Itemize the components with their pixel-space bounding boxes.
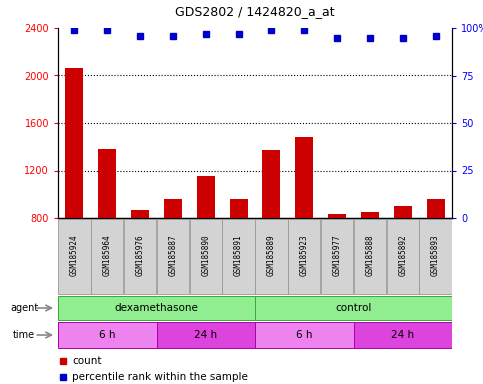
Text: GSM185924: GSM185924 [70,234,79,276]
Bar [295,137,313,218]
Text: 6 h: 6 h [99,330,115,340]
Bar [328,214,346,218]
Text: GSM185893: GSM185893 [431,234,440,276]
Text: GDS2802 / 1424820_a_at: GDS2802 / 1424820_a_at [175,5,335,18]
Text: GSM185888: GSM185888 [366,234,374,276]
Text: GSM185889: GSM185889 [267,234,276,276]
Bar [58,322,156,348]
Bar [91,219,123,294]
Text: agent: agent [10,303,38,313]
Bar [65,68,84,218]
Text: GSM185890: GSM185890 [201,234,210,276]
Bar [229,199,248,218]
Bar [157,219,189,294]
Bar [262,150,281,218]
Bar [426,199,445,218]
Bar [354,322,452,348]
Text: GSM185891: GSM185891 [234,234,243,276]
Bar [164,199,182,218]
Bar [255,296,452,320]
Bar [420,219,452,294]
Text: 24 h: 24 h [194,330,217,340]
Bar [256,219,287,294]
Bar [197,176,215,218]
Text: GSM185923: GSM185923 [300,234,309,276]
Bar [131,210,149,218]
Bar [58,296,255,320]
Bar [58,219,90,294]
Text: 24 h: 24 h [391,330,414,340]
Bar [361,212,379,218]
Text: GSM185892: GSM185892 [398,234,407,276]
Text: GSM185964: GSM185964 [103,234,112,276]
Bar [124,219,156,294]
Bar [387,219,419,294]
Text: percentile rank within the sample: percentile rank within the sample [72,372,248,382]
Bar [223,219,255,294]
Bar [190,219,222,294]
Bar [321,219,353,294]
Bar [394,206,412,218]
Text: GSM185977: GSM185977 [333,234,341,276]
Bar [255,322,354,348]
Bar [354,219,386,294]
Text: GSM185976: GSM185976 [136,234,144,276]
Bar [288,219,320,294]
Text: time: time [13,330,35,340]
Text: control: control [335,303,372,313]
Text: dexamethasone: dexamethasone [114,303,199,313]
Text: 6 h: 6 h [296,330,313,340]
Bar [156,322,255,348]
Text: count: count [72,356,102,366]
Text: GSM185887: GSM185887 [169,234,177,276]
Bar [98,149,116,218]
